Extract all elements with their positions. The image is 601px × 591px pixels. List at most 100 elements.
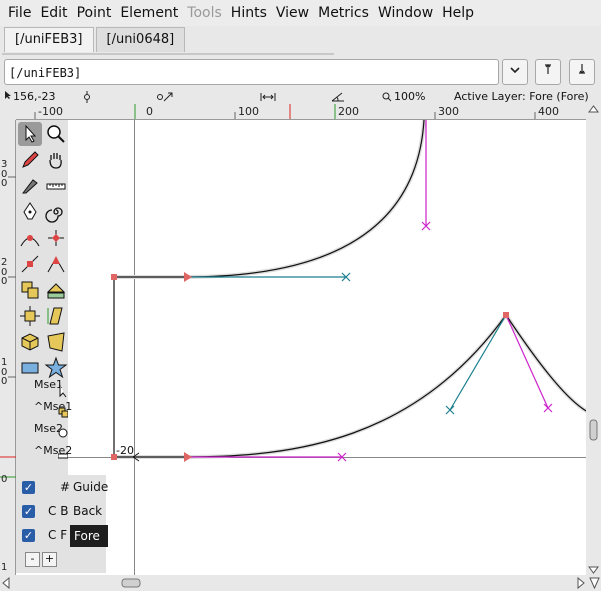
menu-metrics[interactable]: Metrics bbox=[318, 5, 369, 21]
vertical-scrollbar[interactable] bbox=[586, 104, 601, 575]
perspective-icon bbox=[47, 332, 65, 352]
pen-tool[interactable] bbox=[18, 200, 42, 224]
mouse1-pointer-icon bbox=[59, 385, 67, 398]
flip-tool[interactable] bbox=[44, 278, 68, 302]
menu-edit[interactable]: Edit bbox=[40, 5, 68, 21]
previous-glyph-button[interactable] bbox=[535, 59, 561, 85]
corner-point-tool[interactable] bbox=[18, 252, 42, 276]
layer-fore-name: Fore bbox=[70, 525, 108, 547]
corner-point bbox=[111, 274, 117, 280]
glyph-name-dropdown-button[interactable] bbox=[502, 59, 528, 85]
3d-rotate-tool[interactable] bbox=[18, 330, 42, 354]
rotate-tool[interactable] bbox=[18, 304, 42, 328]
scroll-tool[interactable] bbox=[44, 148, 68, 172]
cursor-coordinates: 156,-23 bbox=[13, 90, 56, 103]
ruler-tool[interactable] bbox=[44, 174, 68, 198]
menu-file[interactable]: File bbox=[8, 5, 32, 21]
star-tool[interactable] bbox=[44, 356, 68, 380]
distance-info-icon bbox=[156, 91, 174, 107]
horizontal-scrollbar[interactable] bbox=[0, 575, 601, 591]
remove-layer-button[interactable]: - bbox=[25, 552, 40, 567]
spiral-icon bbox=[45, 207, 63, 223]
layer-row-back[interactable]: ✓ C B Back bbox=[20, 501, 106, 523]
ctrl-mouse2-ruler-icon bbox=[58, 453, 68, 459]
corner-point bbox=[503, 312, 509, 318]
pointer-tool[interactable] bbox=[18, 122, 42, 146]
pen-icon bbox=[23, 202, 37, 220]
layer-fore-checkbox[interactable]: ✓ bbox=[22, 529, 35, 542]
upper-contour bbox=[114, 120, 425, 278]
menu-bar: File Edit Point Element Tools Hints View… bbox=[0, 0, 601, 26]
layer-row-fore[interactable]: ✓ C F Fore bbox=[20, 525, 108, 547]
add-layer-button[interactable]: + bbox=[42, 552, 57, 567]
layer-guide-name: Guide bbox=[73, 480, 109, 494]
control-point-marker bbox=[543, 403, 553, 413]
tab-unifeb3[interactable]: [/uniFEB3] bbox=[4, 27, 94, 52]
layer-guide-code: # bbox=[60, 480, 71, 494]
skew-tool[interactable] bbox=[44, 304, 68, 328]
vruler-3: 3 bbox=[1, 159, 7, 170]
spiro-tool[interactable] bbox=[44, 200, 68, 224]
scale-tool[interactable] bbox=[18, 278, 42, 302]
magnify-tool[interactable] bbox=[44, 122, 68, 146]
menu-view[interactable]: View bbox=[275, 5, 310, 21]
menu-element[interactable]: Element bbox=[120, 5, 179, 21]
glyph-name-input[interactable]: [/uniFEB3] bbox=[4, 59, 499, 85]
menu-tools: Tools bbox=[187, 5, 222, 21]
layer-back-checkbox[interactable]: ✓ bbox=[22, 505, 35, 518]
chevron-down-icon bbox=[510, 67, 520, 74]
control-point-marker bbox=[341, 272, 351, 282]
next-glyph-button[interactable] bbox=[569, 59, 595, 85]
tangent-point bbox=[184, 272, 192, 282]
hand-icon bbox=[49, 153, 62, 169]
perspective-tool[interactable] bbox=[44, 330, 68, 354]
rectangle-tool[interactable] bbox=[18, 356, 42, 380]
menu-window[interactable]: Window bbox=[377, 5, 434, 21]
tangent-point-tool[interactable] bbox=[44, 252, 68, 276]
menu-point[interactable]: Point bbox=[76, 5, 112, 21]
layer-guide-checkbox[interactable]: ✓ bbox=[22, 481, 35, 494]
vruler-0e: 0 bbox=[1, 367, 7, 378]
layer-back-name: Back bbox=[73, 504, 103, 518]
corner-point-icon bbox=[21, 255, 39, 273]
curve-point-icon bbox=[20, 235, 40, 247]
layer-back-code: C B bbox=[48, 504, 69, 518]
curve-point-tool[interactable] bbox=[18, 226, 42, 250]
lower-contour bbox=[114, 313, 586, 458]
ruler-label-0: -100 bbox=[38, 105, 63, 118]
vertical-scroll-thumb bbox=[589, 419, 598, 441]
control-point-marker bbox=[421, 221, 431, 231]
tab-uni0648[interactable]: [/uni0648] bbox=[95, 27, 186, 52]
flip-icon bbox=[46, 283, 66, 299]
scroll-down-arrow-icon bbox=[588, 566, 599, 574]
control-point-marker bbox=[337, 452, 347, 462]
tangent-point bbox=[184, 452, 192, 462]
freehand-tool[interactable] bbox=[18, 148, 42, 172]
origin-marker bbox=[132, 452, 140, 462]
layer-row-guide[interactable]: ✓ # Guide bbox=[20, 477, 109, 499]
vertical-ruler: 3 0 0 2 0 0 1 0 0 0 1 bbox=[0, 120, 16, 575]
mouse2-label: Mse2 bbox=[34, 422, 63, 435]
ruler-label-2: 100 bbox=[238, 105, 259, 118]
glyph-canvas[interactable]: -20 bbox=[16, 120, 586, 575]
magnify-icon bbox=[47, 125, 65, 143]
cursor-arrow-icon bbox=[4, 90, 12, 104]
hv-curve-point-tool[interactable] bbox=[44, 226, 68, 250]
ruler-icon bbox=[46, 183, 66, 190]
scroll-up-arrow-icon bbox=[588, 105, 599, 113]
scroll-left-arrow-icon bbox=[2, 576, 10, 590]
menu-help[interactable]: Help bbox=[442, 5, 475, 21]
pointer-icon bbox=[25, 124, 37, 143]
tool-palette: Mse1 ^Mse1 Mse2 ^Mse2 bbox=[16, 120, 72, 475]
width-info-icon bbox=[259, 91, 277, 107]
ruler-label-3: 200 bbox=[338, 105, 359, 118]
point-coordinate-label: -20 bbox=[116, 444, 134, 457]
vruler-0c: 0 bbox=[1, 267, 7, 278]
glyph-tabs: [/uniFEB3] [/uni0648] bbox=[0, 27, 186, 53]
mouse2-magnify-icon bbox=[58, 428, 68, 438]
knife-tool[interactable] bbox=[18, 174, 42, 198]
arrow-up-icon bbox=[545, 64, 551, 74]
point-info-icon bbox=[82, 91, 92, 107]
zoom-icon bbox=[382, 91, 392, 107]
menu-hints[interactable]: Hints bbox=[230, 5, 267, 21]
